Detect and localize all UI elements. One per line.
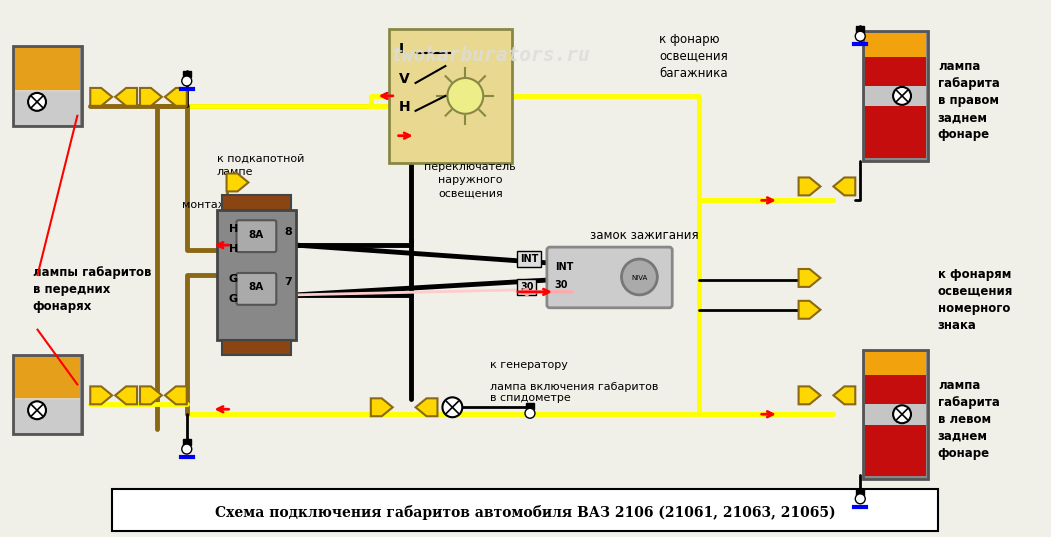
- Text: 30: 30: [555, 280, 569, 290]
- Polygon shape: [116, 387, 137, 404]
- Bar: [865, 425, 926, 476]
- Bar: [15, 398, 80, 433]
- Text: к фонарям
освещения
номерного
знака: к фонарям освещения номерного знака: [937, 268, 1013, 332]
- Bar: [15, 90, 80, 125]
- Circle shape: [856, 31, 865, 41]
- Circle shape: [28, 93, 46, 111]
- Text: V: V: [398, 72, 410, 86]
- Polygon shape: [799, 301, 821, 319]
- Polygon shape: [227, 173, 248, 191]
- Text: 30: 30: [520, 282, 534, 292]
- Bar: [217, 211, 296, 339]
- Text: к фонарю
освещения
багажника: к фонарю освещения багажника: [659, 33, 728, 79]
- Polygon shape: [799, 387, 821, 404]
- Bar: [526, 403, 534, 409]
- FancyBboxPatch shape: [547, 247, 673, 308]
- Bar: [183, 439, 190, 445]
- Text: 8A: 8A: [248, 230, 264, 240]
- Bar: [865, 106, 926, 158]
- FancyBboxPatch shape: [236, 273, 276, 305]
- Bar: [13, 46, 82, 126]
- Text: монтажный блок: монтажный блок: [182, 200, 282, 211]
- Text: лампа
габарита
в левом
заднем
фонаре: лампа габарита в левом заднем фонаре: [937, 379, 1000, 460]
- Circle shape: [448, 78, 483, 114]
- Bar: [183, 71, 190, 77]
- Text: NIVA: NIVA: [632, 275, 647, 281]
- Polygon shape: [833, 177, 856, 195]
- Text: I: I: [398, 42, 404, 56]
- Polygon shape: [165, 88, 187, 106]
- Bar: [863, 350, 928, 479]
- Bar: [15, 357, 80, 400]
- Circle shape: [182, 76, 191, 86]
- Bar: [865, 375, 926, 404]
- Circle shape: [621, 259, 657, 295]
- Text: INT: INT: [520, 254, 538, 264]
- Text: 8A: 8A: [248, 282, 264, 292]
- Bar: [865, 404, 926, 425]
- Bar: [865, 352, 926, 375]
- Text: H: H: [228, 244, 238, 254]
- Circle shape: [28, 401, 46, 419]
- Text: лампа включения габаритов
в спидометре: лампа включения габаритов в спидометре: [490, 382, 659, 403]
- Bar: [865, 85, 926, 106]
- Bar: [863, 31, 928, 161]
- Text: H: H: [228, 224, 238, 234]
- Polygon shape: [90, 387, 112, 404]
- Text: INT: INT: [555, 262, 573, 272]
- Text: переключатель
наружного
освещения: переключатель наружного освещения: [425, 162, 516, 199]
- Text: к генератору: к генератору: [490, 359, 568, 369]
- Bar: [15, 48, 80, 92]
- Circle shape: [182, 444, 191, 454]
- Bar: [857, 489, 864, 495]
- Circle shape: [893, 405, 911, 423]
- Circle shape: [442, 397, 462, 417]
- Circle shape: [893, 87, 911, 105]
- Bar: [865, 57, 926, 85]
- Text: Схема подключения габаритов автомобиля ВАЗ 2106 (21061, 21063, 21065): Схема подключения габаритов автомобиля В…: [214, 505, 836, 520]
- Polygon shape: [140, 387, 162, 404]
- Bar: [222, 339, 291, 354]
- Text: лампа
габарита
в правом
заднем
фонаре: лампа габарита в правом заднем фонаре: [937, 60, 1000, 141]
- Text: twokarburators.ru: twokarburators.ru: [391, 46, 591, 65]
- Circle shape: [856, 494, 865, 504]
- Text: G: G: [228, 274, 238, 284]
- Polygon shape: [371, 398, 393, 416]
- Polygon shape: [116, 88, 137, 106]
- FancyBboxPatch shape: [236, 220, 276, 252]
- Text: к подкапотной
лампе: к подкапотной лампе: [217, 154, 304, 177]
- FancyBboxPatch shape: [389, 29, 512, 163]
- Text: лампы габаритов
в передних
фонарях: лампы габаритов в передних фонарях: [33, 266, 151, 314]
- Polygon shape: [90, 88, 112, 106]
- Text: G: G: [228, 294, 238, 304]
- Circle shape: [526, 408, 535, 418]
- Text: 7: 7: [284, 277, 292, 287]
- Polygon shape: [799, 269, 821, 287]
- Polygon shape: [165, 387, 187, 404]
- Polygon shape: [799, 177, 821, 195]
- Bar: [865, 33, 926, 56]
- Text: замок зажигания: замок зажигания: [590, 229, 698, 242]
- Bar: [857, 26, 864, 32]
- Bar: [13, 354, 82, 434]
- Bar: [222, 195, 291, 211]
- Text: 8: 8: [284, 227, 292, 237]
- Bar: [112, 489, 937, 531]
- Polygon shape: [415, 398, 437, 416]
- Text: H: H: [398, 100, 410, 114]
- Polygon shape: [140, 88, 162, 106]
- Polygon shape: [833, 387, 856, 404]
